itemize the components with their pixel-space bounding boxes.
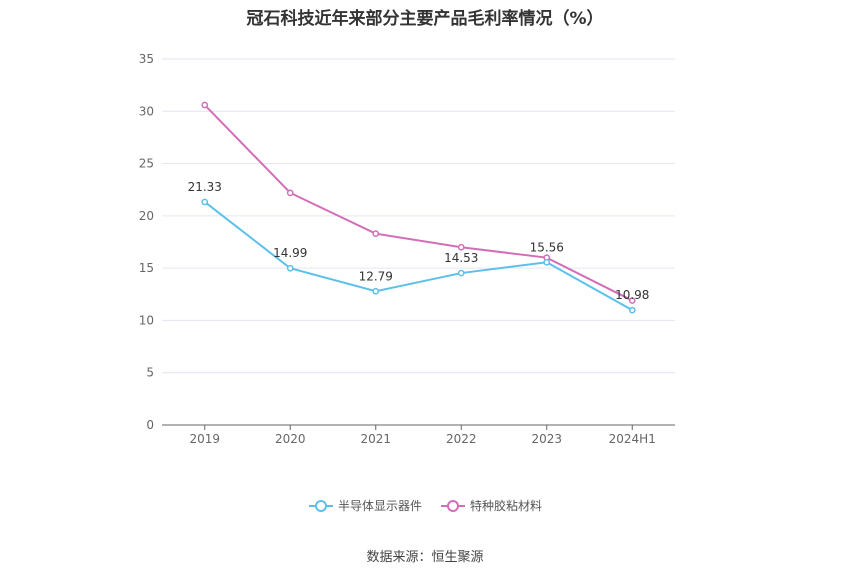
data-point [372,230,380,237]
series-line [204,201,633,312]
data-label: 21.33 [188,180,222,194]
legend-item[interactable]: 半导体显示器件 [308,497,422,514]
legend-item[interactable]: 特种胶粘材料 [440,497,542,514]
x-tick-label: 2022 [446,432,477,446]
data-point [457,243,465,251]
data-label: 10.98 [615,288,649,302]
y-tick-label: 30 [139,104,154,118]
data-point [201,101,209,109]
data-point [457,269,465,277]
data-label: 12.79 [359,269,393,283]
data-point [286,189,294,197]
data-point [201,198,209,206]
data-point [543,258,551,266]
x-tick-label: 2024H1 [609,432,656,446]
legend-label: 特种胶粘材料 [470,499,543,513]
data-point [286,264,294,272]
data-point [628,306,636,314]
data-point [628,297,636,304]
x-tick-label: 2019 [189,432,220,446]
legend-marker-icon [308,499,333,512]
y-tick-label: 20 [139,209,154,223]
y-tick-label: 35 [139,52,154,66]
data-label: 14.53 [444,251,478,265]
x-tick-label: 2020 [275,432,306,446]
legend: 半导体显示器件 特种胶粘材料 [0,497,850,514]
legend-marker-icon [441,499,465,512]
y-tick-label: 5 [146,366,154,380]
y-tick-label: 25 [139,157,154,171]
data-label: 14.99 [273,246,307,260]
series-line [204,104,633,302]
data-point [372,287,380,295]
data-source: 数据来源：恒生聚源 [366,550,484,565]
chart-title: 冠石科技近年来部分主要产品毛利率情况（%） [246,9,604,29]
y-tick-label: 10 [139,313,154,327]
x-tick-label: 2023 [531,432,562,446]
y-tick-label: 0 [146,418,154,432]
x-tick-label: 2021 [360,432,391,446]
y-tick-label: 15 [139,261,154,275]
legend-label: 半导体显示器件 [337,499,422,513]
data-label: 15.56 [530,240,564,254]
